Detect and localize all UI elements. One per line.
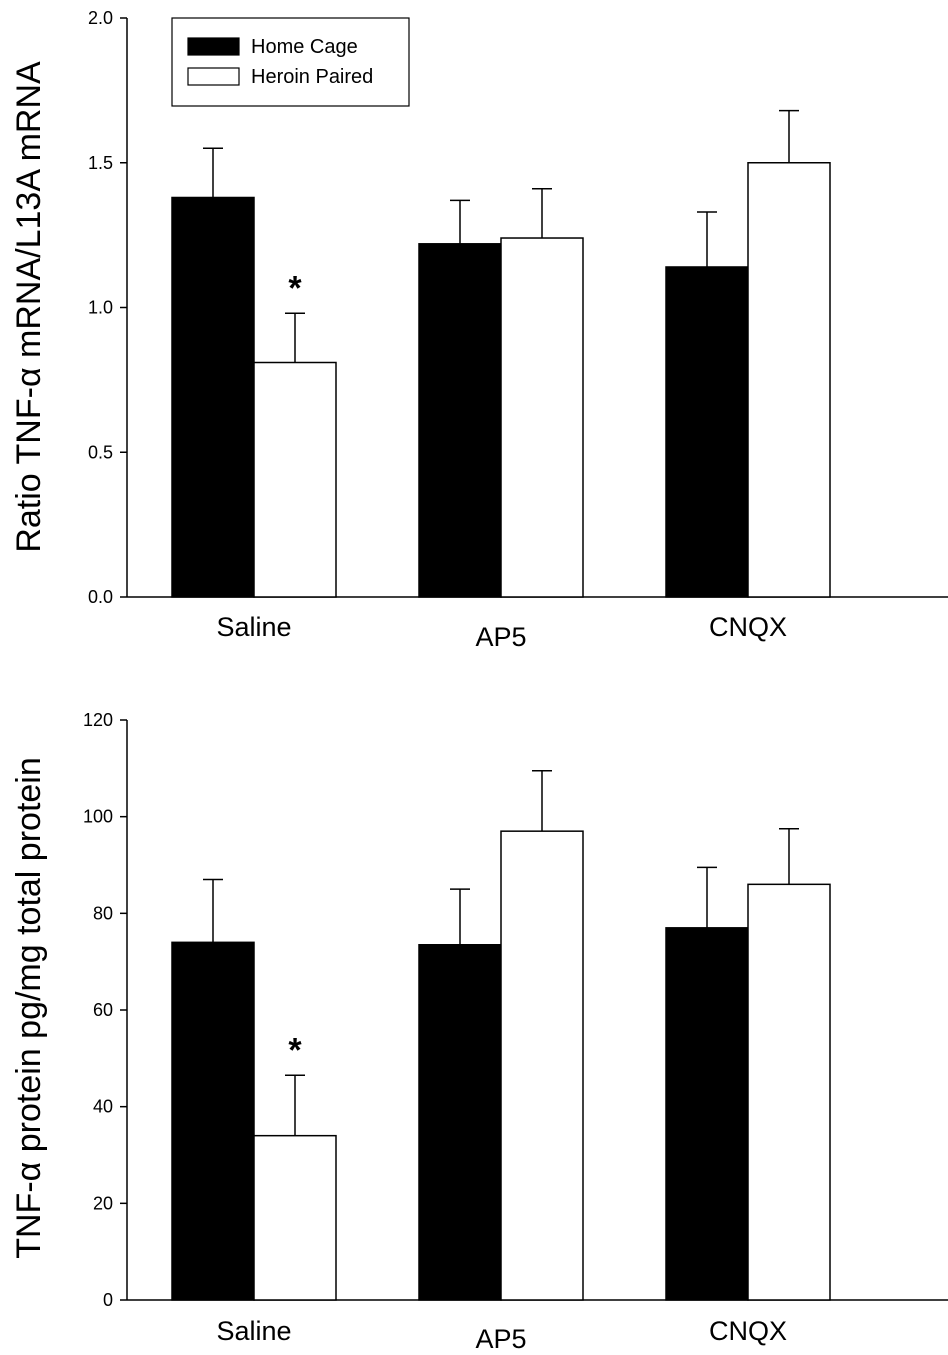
legend-swatch-home-cage [187, 37, 240, 56]
bar-home-cage-cnqx [665, 266, 749, 598]
y-tick-label: 0.5 [88, 442, 113, 462]
bar-heroin-paired-saline [253, 1134, 337, 1301]
bar-home-cage-ap5 [418, 944, 502, 1301]
y-axis-label: Ratio TNF-α mRNA/L13A mRNA [10, 61, 48, 553]
y-tick-label: 120 [83, 710, 113, 730]
legend-label-heroin-paired: Heroin Paired [251, 66, 373, 88]
significance-star: * [288, 269, 302, 307]
y-tick-label: 60 [93, 1000, 113, 1020]
category-label-ap5: AP5 [475, 1324, 526, 1354]
bar-home-cage-saline [171, 941, 255, 1301]
bar-heroin-paired-ap5 [500, 830, 584, 1301]
bar-heroin-paired-saline [253, 361, 337, 598]
y-tick-label: 1.0 [88, 298, 113, 318]
y-tick-label: 100 [83, 807, 113, 827]
y-tick-label: 40 [93, 1097, 113, 1117]
category-label-cnqx: CNQX [709, 1316, 787, 1346]
y-tick-label: 2.0 [88, 8, 113, 28]
y-tick-label: 0 [103, 1290, 113, 1310]
bar-home-cage-cnqx [665, 927, 749, 1301]
category-label-saline: Saline [216, 1316, 291, 1346]
legend-box [171, 17, 410, 107]
y-tick-label: 80 [93, 903, 113, 923]
legend-swatch-heroin-paired [187, 67, 240, 86]
y-axis-label: TNF-α protein pg/mg total protein [10, 757, 48, 1259]
bar-heroin-paired-cnqx [747, 162, 831, 598]
panel-mrna: 0.0 0.5 1.0 1.5 2.0 Ratio TNF-α mRNA/L13A mRN… [10, 8, 948, 652]
category-label-saline: Saline [216, 612, 291, 642]
bar-heroin-paired-cnqx [747, 883, 831, 1301]
y-tick-label: 20 [93, 1193, 113, 1213]
category-label-ap5: AP5 [475, 622, 526, 652]
bar-home-cage-saline [171, 196, 255, 598]
category-label-cnqx: CNQX [709, 612, 787, 642]
panel-protein: 0 20 40 60 80 100 120 TNF-α protein pg/mg total… [10, 710, 948, 1354]
y-tick-label: 1.5 [88, 153, 113, 173]
significance-star: * [288, 1031, 302, 1069]
bar-home-cage-ap5 [418, 243, 502, 598]
legend-label-home-cage: Home Cage [251, 36, 358, 58]
y-tick-label: 0.0 [88, 587, 113, 607]
bar-heroin-paired-ap5 [500, 237, 584, 598]
